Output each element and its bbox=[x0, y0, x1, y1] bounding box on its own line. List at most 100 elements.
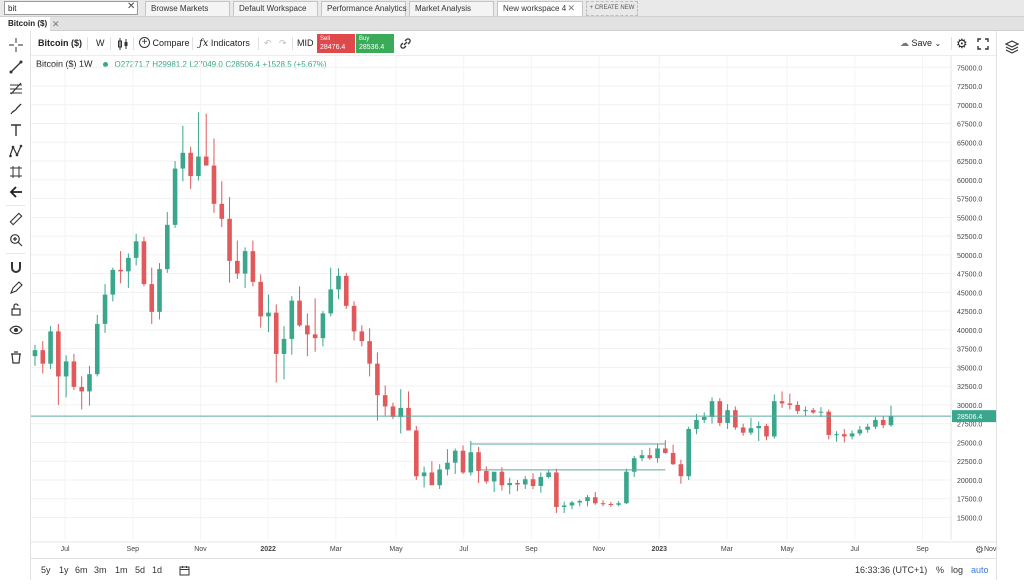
legend-high: H29981.2 bbox=[152, 60, 187, 69]
symbol-selector[interactable]: Bitcoin ($) bbox=[38, 38, 82, 48]
close-icon[interactable]: ✕ bbox=[567, 3, 575, 13]
create-new-button[interactable]: + CREATE NEW bbox=[586, 1, 638, 16]
candle-body bbox=[48, 331, 53, 364]
candle-body bbox=[375, 363, 380, 396]
range-1y[interactable]: 1y bbox=[59, 565, 69, 575]
close-icon[interactable]: ✕ bbox=[127, 1, 136, 12]
candle-body bbox=[406, 407, 411, 431]
candle-body bbox=[476, 452, 481, 471]
y-tick-label: 15000.0 bbox=[957, 515, 982, 522]
candle-body bbox=[740, 427, 746, 433]
ruler-icon[interactable] bbox=[6, 209, 25, 228]
candle-body bbox=[670, 452, 676, 465]
tab-bitcoin-chart[interactable]: Bitcoin ($) bbox=[0, 17, 50, 31]
indicators-button[interactable]: ƒx Indicators bbox=[199, 38, 250, 49]
range-6m[interactable]: 6m bbox=[75, 565, 88, 575]
arrow-left-icon[interactable] bbox=[6, 182, 25, 201]
range-5d[interactable]: 5d bbox=[135, 565, 146, 575]
candle-body bbox=[764, 425, 769, 437]
candle-body bbox=[748, 428, 754, 433]
settings-gear-icon[interactable]: ⚙ bbox=[956, 36, 968, 51]
auto-toggle[interactable]: auto bbox=[971, 565, 989, 575]
candle-body bbox=[810, 410, 816, 413]
candle-body bbox=[359, 331, 365, 342]
layers-icon[interactable] bbox=[1002, 37, 1021, 56]
sell-button[interactable]: Sell 28476.4 ⌄ bbox=[317, 34, 355, 59]
x-tick-label: Nov bbox=[984, 546, 997, 553]
candle-body bbox=[219, 203, 225, 219]
candle-type-icon[interactable] bbox=[117, 31, 129, 56]
visibility-dot-icon[interactable] bbox=[103, 61, 109, 67]
tab-market-analysis[interactable]: Market Analysis bbox=[409, 1, 494, 16]
x-tick-label: Nov bbox=[593, 546, 606, 553]
candle-body bbox=[32, 350, 38, 357]
x-tick-label: Jul bbox=[61, 546, 70, 553]
clock-readout: 16:33:36 (UTC+1) bbox=[855, 565, 928, 575]
toolbar-divider bbox=[6, 205, 25, 206]
candle-body bbox=[499, 471, 505, 486]
tab-new-workspace-4[interactable]: New workspace 4 ✕ bbox=[497, 1, 583, 16]
calendar-icon[interactable] bbox=[179, 559, 190, 581]
candle-body bbox=[312, 334, 318, 339]
x-tick-label: Mar bbox=[330, 546, 343, 553]
text-icon[interactable] bbox=[6, 120, 25, 139]
y-tick-label: 22500.0 bbox=[957, 459, 982, 466]
tab-performance-analytics[interactable]: Performance Analytics bbox=[321, 1, 407, 16]
candle-body bbox=[592, 497, 598, 504]
axis-settings-gear-icon[interactable]: ⚙ bbox=[975, 545, 984, 556]
price-chart[interactable]: 15000.0 17500.0 20000.0 22500.0 25000.0 27500… bbox=[31, 56, 997, 556]
drawing-toolbar bbox=[0, 31, 31, 580]
candle-body bbox=[320, 313, 326, 339]
candle-body bbox=[561, 505, 567, 507]
x-tick-label: Sep bbox=[127, 546, 140, 553]
brush-icon[interactable] bbox=[6, 99, 25, 118]
candle-body bbox=[507, 482, 512, 486]
interval-selector[interactable]: W bbox=[96, 38, 105, 48]
x-tick-label: Sep bbox=[525, 546, 538, 553]
unlock-icon[interactable] bbox=[6, 299, 25, 318]
tab-browse-markets[interactable]: Browse Markets bbox=[145, 1, 230, 16]
save-button[interactable]: ☁ Save ⌄ bbox=[900, 38, 942, 48]
range-1d[interactable]: 1d bbox=[152, 565, 163, 575]
magnet-icon[interactable] bbox=[6, 257, 25, 276]
buy-button[interactable]: Buy 28536.4 ⌄ bbox=[356, 34, 394, 59]
range-3m[interactable]: 3m bbox=[94, 565, 107, 575]
candle-body bbox=[460, 450, 466, 473]
percent-toggle[interactable]: % bbox=[936, 565, 945, 575]
link-icon[interactable] bbox=[399, 31, 412, 56]
fullscreen-icon[interactable] bbox=[977, 31, 989, 56]
search-input[interactable] bbox=[4, 1, 138, 15]
close-icon[interactable]: ✕ bbox=[52, 19, 60, 29]
candle-body bbox=[40, 350, 46, 364]
y-tick-label: 32500.0 bbox=[957, 384, 982, 391]
chart-toolbar: Bitcoin ($) W + Compare ƒx Indicators ↶ … bbox=[31, 31, 996, 59]
plus-icon: + bbox=[589, 5, 595, 11]
toolbar-divider bbox=[87, 37, 88, 50]
x-tick-label: 2023 bbox=[651, 546, 667, 553]
fib-icon[interactable] bbox=[6, 78, 25, 97]
compare-button[interactable]: + Compare bbox=[139, 31, 190, 56]
toolbar-divider bbox=[6, 253, 25, 254]
trend-line-icon[interactable] bbox=[6, 57, 25, 76]
redo-icon[interactable]: ↷ bbox=[279, 38, 287, 48]
eye-icon[interactable] bbox=[6, 320, 25, 339]
candle-body bbox=[297, 300, 302, 326]
crosshair-icon[interactable] bbox=[6, 35, 25, 54]
y-tick-label: 20000.0 bbox=[957, 478, 982, 485]
candlestick-chart[interactable]: 15000.0 17500.0 20000.0 22500.0 25000.0 27500… bbox=[31, 56, 997, 558]
range-5y[interactable]: 5y bbox=[41, 565, 51, 575]
plus-circle-icon: + bbox=[139, 37, 150, 49]
pencil-lock-icon[interactable] bbox=[6, 278, 25, 297]
undo-icon[interactable]: ↶ bbox=[264, 38, 272, 48]
tab-default-workspace[interactable]: Default Workspace bbox=[233, 1, 318, 16]
candle-body bbox=[842, 434, 847, 437]
pattern-icon[interactable] bbox=[6, 141, 25, 160]
log-toggle[interactable]: log bbox=[951, 565, 964, 575]
candle-body bbox=[250, 251, 256, 282]
trash-icon[interactable] bbox=[6, 347, 25, 366]
candle-body bbox=[437, 469, 442, 486]
candle-body bbox=[94, 323, 100, 375]
zoom-in-icon[interactable] bbox=[6, 230, 25, 249]
range-1m[interactable]: 1m bbox=[115, 565, 128, 575]
measure-icon[interactable] bbox=[6, 162, 25, 181]
